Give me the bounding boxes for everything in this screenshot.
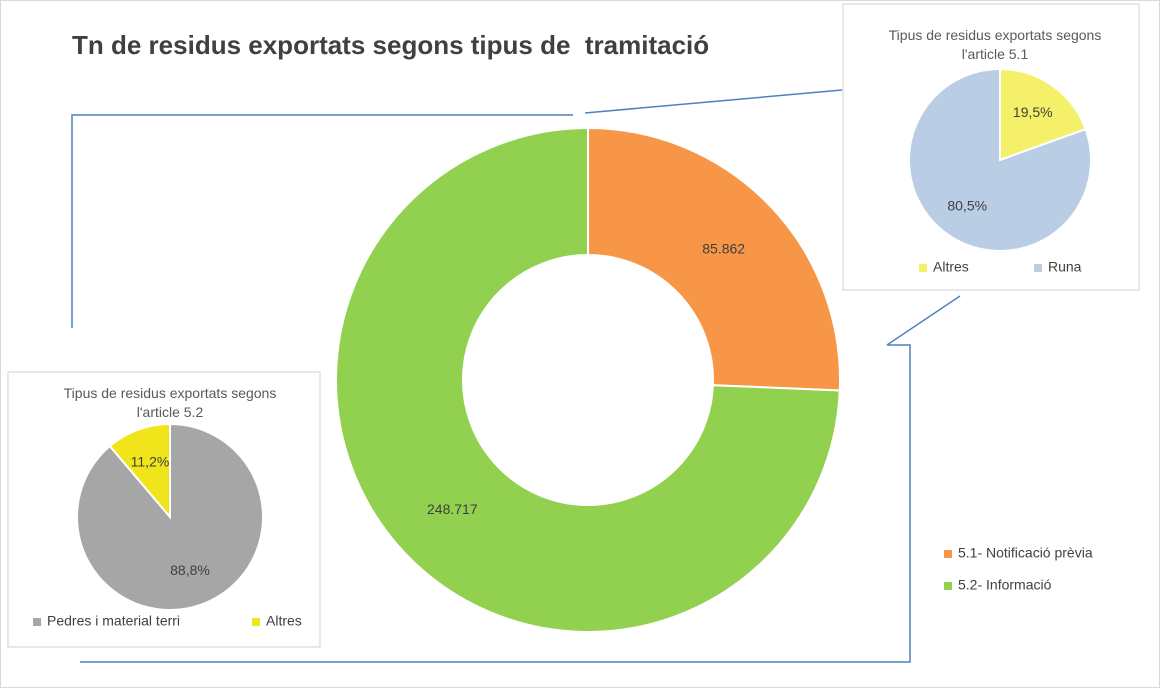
legend-label: Altres <box>933 259 969 275</box>
legend-label: 5.2- Informació <box>958 577 1052 593</box>
pie-slice <box>908 67 1092 252</box>
data-label: 88,8% <box>170 562 210 578</box>
inset-title: Tipus de residus exportats segons l'arti… <box>888 27 1102 62</box>
data-label: 19,5% <box>1013 104 1053 120</box>
chart-title: Tn de residus exportats segons tipus de … <box>72 30 710 60</box>
legend-swatch <box>944 582 952 590</box>
pie-slice <box>999 67 1087 162</box>
data-label: 248.717 <box>427 501 478 517</box>
pie-slice <box>108 422 171 520</box>
legend-label: Altres <box>266 613 302 629</box>
legend-swatch <box>944 550 952 558</box>
legend-swatch <box>33 618 41 626</box>
connectors <box>71 89 961 663</box>
data-label: 11,2% <box>131 453 170 469</box>
legend-label: Pedres i material terri <box>47 613 180 629</box>
donut-segment <box>335 126 841 633</box>
legend-label: 5.1- Notificació prèvia <box>958 545 1093 561</box>
data-label: 85.862 <box>702 241 745 257</box>
pie-slice <box>76 422 264 611</box>
legend-swatch <box>1034 264 1042 272</box>
donut-segment <box>587 126 841 392</box>
legend-label: Runa <box>1048 259 1082 275</box>
legend-swatch <box>252 618 260 626</box>
inset-title: Tipus de residus exportats segons l'arti… <box>63 385 277 420</box>
legend-swatch <box>919 264 927 272</box>
data-label: 80,5% <box>947 197 987 213</box>
